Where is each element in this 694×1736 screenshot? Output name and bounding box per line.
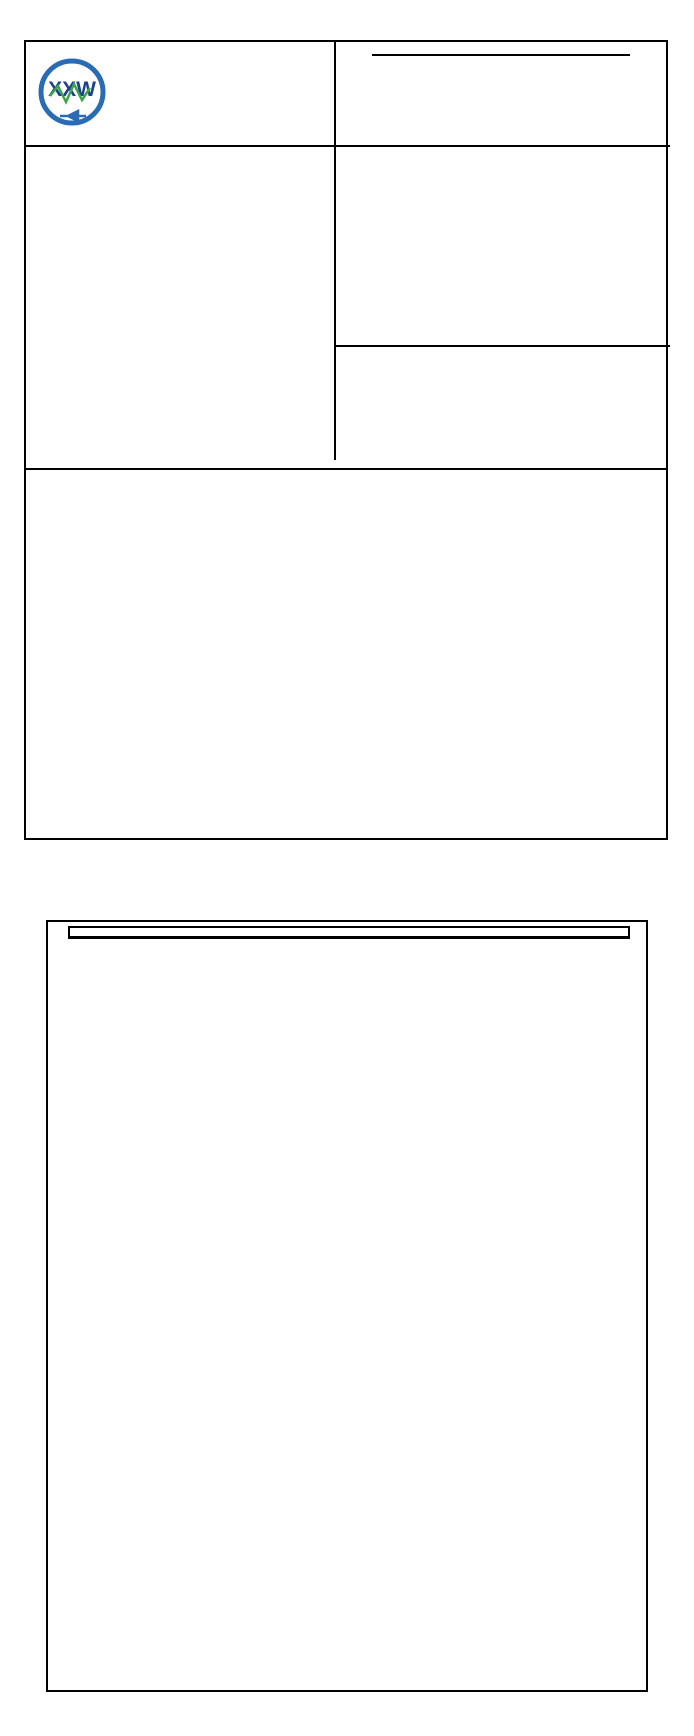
table-notes [26, 762, 666, 766]
xxw-logo-icon: XXW [38, 58, 106, 126]
right-column [334, 145, 670, 460]
mechanical-data-section [336, 347, 670, 462]
title-underline [372, 54, 630, 56]
curves-title [68, 926, 630, 939]
package-outline-section [26, 145, 334, 460]
page2-frame [46, 920, 648, 1692]
features-section [336, 147, 670, 347]
page1-frame: XXW [24, 40, 670, 840]
company-header: XXW [26, 42, 334, 145]
ratings-conditions [26, 486, 666, 492]
title-block [334, 42, 666, 145]
ratings-banner [26, 460, 666, 470]
company-logo-icon: XXW [36, 56, 108, 135]
